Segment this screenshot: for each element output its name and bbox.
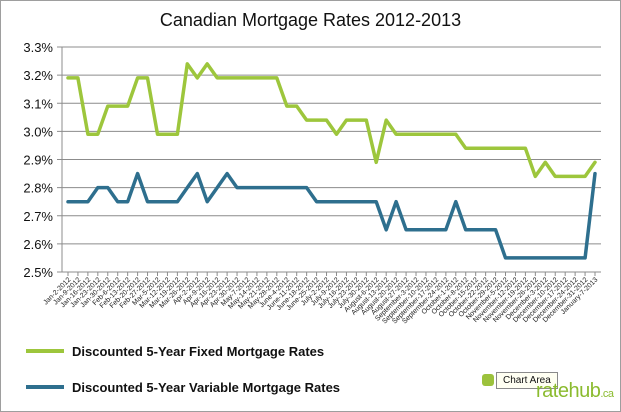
y-tick-label: 2.5% bbox=[23, 265, 53, 280]
y-tick-label: 2.8% bbox=[23, 181, 53, 196]
ratehub-logo-icon bbox=[482, 374, 494, 386]
y-tick-label: 3.0% bbox=[23, 124, 53, 139]
brand-suffix: .ca bbox=[600, 388, 614, 400]
legend: Discounted 5-Year Fixed Mortgage Rates Di… bbox=[26, 344, 340, 395]
y-tick-labels: 2.5% 2.6% 2.7% 2.8% 2.9% 3.0% 3.1% 3.2% 3.3% bbox=[23, 40, 53, 280]
y-tick-label: 3.2% bbox=[23, 68, 53, 83]
chart-area-tooltip: Chart Area bbox=[496, 372, 558, 389]
x-tick-labels: Jan-2-2012Jan-9-2012Jan-16-2012Jan-23-20… bbox=[42, 276, 599, 325]
fixed-rate-line bbox=[66, 62, 597, 179]
brand-name: ratehub bbox=[536, 380, 601, 402]
y-tick-label: 3.1% bbox=[23, 96, 53, 111]
legend-label: Discounted 5-Year Fixed Mortgage Rates bbox=[72, 344, 324, 359]
variable-rate-line bbox=[66, 171, 597, 260]
y-tick-label: 3.3% bbox=[23, 40, 53, 55]
ratehub-logo: ratehub.ca bbox=[536, 380, 614, 403]
chart-title: Canadian Mortgage Rates 2012-2013 bbox=[159, 10, 462, 30]
axes bbox=[57, 46, 601, 276]
y-tick-label: 2.9% bbox=[23, 153, 53, 168]
data-series bbox=[66, 62, 597, 260]
y-tick-label: 2.7% bbox=[23, 209, 53, 224]
y-tick-label: 2.6% bbox=[23, 237, 53, 252]
gridlines bbox=[62, 46, 601, 273]
legend-label: Discounted 5-Year Variable Mortgage Rate… bbox=[72, 380, 340, 395]
